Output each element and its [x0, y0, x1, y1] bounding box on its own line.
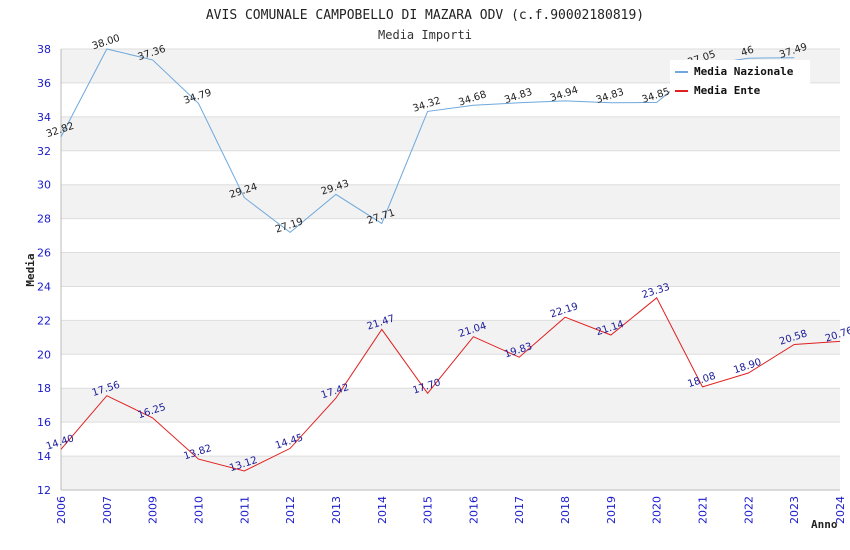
y-tick-label: 36 — [37, 77, 51, 90]
y-axis-title: Media — [24, 253, 37, 286]
y-tick-label: 30 — [37, 179, 51, 192]
x-tick-label: 2017 — [513, 496, 526, 524]
grid-bands — [61, 49, 840, 490]
grid-band — [61, 116, 840, 151]
grid-band — [61, 456, 840, 490]
x-tick-label: 2012 — [284, 496, 297, 524]
x-tick-label: 2020 — [651, 496, 664, 524]
y-tick-labels: 12 14 16 18 20 22 24 26 28 30 32 34 36 38 — [37, 43, 51, 497]
y-tick-label: 34 — [37, 111, 51, 124]
y-tick-label: 28 — [37, 213, 51, 226]
y-tick-label: 14 — [37, 450, 51, 463]
data-label: 27.19 — [274, 216, 305, 235]
y-tick-label: 12 — [37, 484, 51, 497]
x-tick-label: 2024 — [834, 496, 847, 524]
axes — [60, 49, 840, 491]
data-label: 34.79 — [182, 87, 213, 106]
x-tick-label: 2018 — [559, 496, 572, 524]
x-tick-labels: 2006 2007 2009 2010 2011 2012 2013 2014 2015 2016… — [55, 496, 847, 524]
grid-band — [61, 252, 840, 287]
grid-band — [61, 388, 840, 423]
legend-box — [670, 60, 810, 102]
data-label: 34.32 — [411, 95, 442, 114]
y-tick-label: 18 — [37, 382, 51, 395]
grid-band — [61, 184, 840, 219]
x-tick-label: 2010 — [192, 496, 205, 524]
grid-band — [61, 320, 840, 355]
x-tick-label: 2007 — [101, 496, 114, 524]
x-tick-label: 2013 — [330, 496, 343, 524]
x-axis-title: Anno — [811, 518, 838, 531]
series-line-media-ente — [60, 297, 841, 472]
data-label: 46 — [740, 45, 756, 59]
y-tick-label: 32 — [37, 145, 51, 158]
y-tick-label: 24 — [37, 280, 51, 293]
data-label: 14.40 — [45, 433, 76, 452]
data-label: 18.08 — [686, 371, 717, 390]
y-tick-label: 22 — [37, 314, 51, 327]
y-tick-label: 16 — [37, 416, 51, 429]
x-tick-label: 2016 — [467, 496, 480, 524]
legend: Media Nazionale Media Ente — [670, 60, 810, 102]
y-tick-label: 20 — [37, 348, 51, 361]
x-tick-label: 2006 — [55, 496, 68, 524]
chart-subtitle: Media Importi — [378, 28, 472, 42]
x-tick-label: 2023 — [788, 496, 801, 524]
x-tick-label: 2022 — [742, 496, 755, 524]
legend-label-media-nazionale: Media Nazionale — [694, 65, 794, 78]
legend-label-media-ente: Media Ente — [694, 84, 761, 97]
y-tick-label: 26 — [37, 247, 51, 260]
grid-lines — [61, 48, 840, 491]
x-tick-label: 2021 — [697, 496, 710, 524]
chart-title: AVIS COMUNALE CAMPOBELLO DI MAZARA ODV (… — [206, 8, 644, 23]
y-tick-label: 38 — [37, 43, 51, 56]
x-tick-label: 2019 — [605, 496, 618, 524]
x-tick-label: 2015 — [422, 496, 435, 524]
x-tick-label: 2009 — [147, 496, 160, 524]
x-tick-label: 2011 — [238, 496, 251, 524]
x-tick-label: 2014 — [376, 496, 389, 524]
